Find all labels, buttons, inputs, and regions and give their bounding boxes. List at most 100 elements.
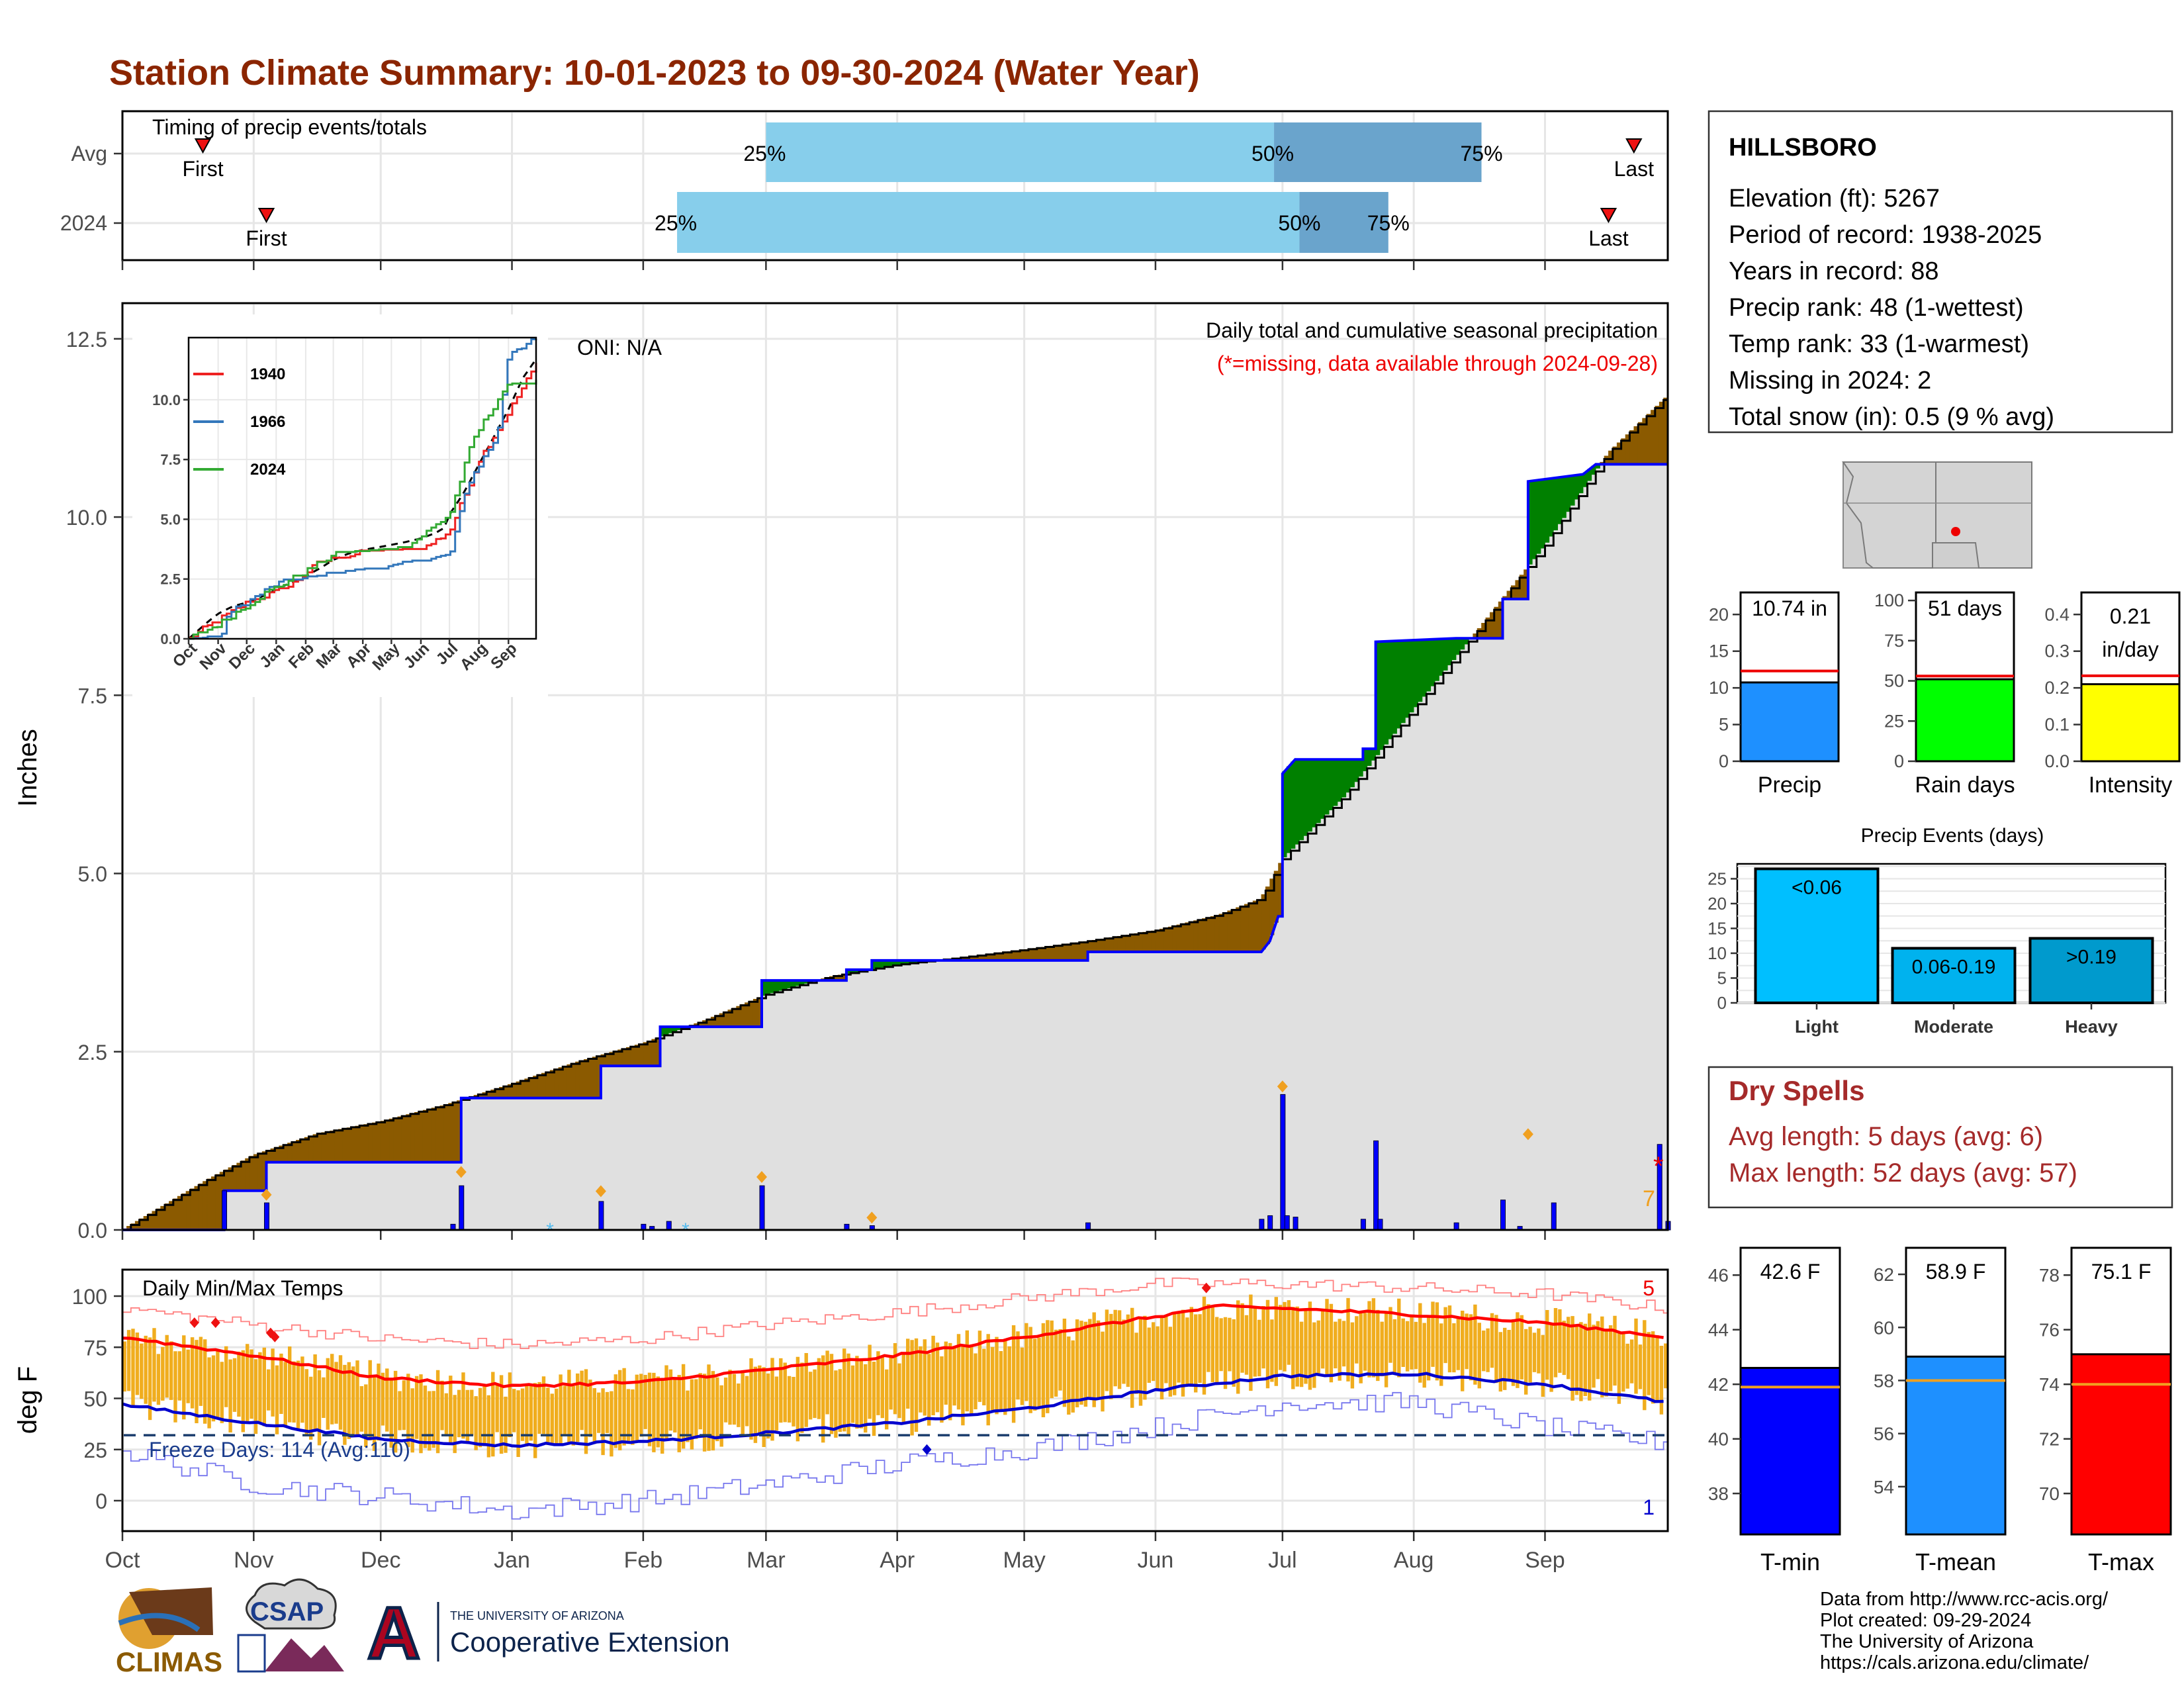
- missing-count: 7: [1643, 1186, 1655, 1211]
- temp-y-tick-label: 50: [83, 1387, 107, 1411]
- month-axis-label: Jul: [1268, 1548, 1297, 1573]
- month-axis-label: Aug: [1394, 1548, 1434, 1573]
- last-marker-icon: [1625, 138, 1643, 154]
- timing-panel: 25% 50% 75% First Last 25% 50% 75% First Last Tim…: [60, 110, 1669, 270]
- temp-stat-y-tick-label: 40: [1708, 1429, 1729, 1450]
- inset-y-tick-label: 5.0: [160, 511, 181, 528]
- inset-legend-label: 2024: [250, 461, 286, 479]
- daily-precip-bar: [1267, 1215, 1273, 1231]
- temp-stat-bar: [1739, 1366, 1841, 1536]
- average-min-line: [122, 1372, 1664, 1448]
- stat-bar: [2080, 683, 2181, 763]
- dry-spells-title: Dry Spells: [1729, 1075, 1864, 1106]
- precip-panel: * * 0.02.55.07.510.012.5 Inches ONI: N/A …: [13, 302, 1671, 1243]
- stat-y-tick-label: 50: [1884, 671, 1904, 691]
- temp-panel: 0 25 50 75 100 Daily Min/Max Temps deg F Fre…: [13, 1268, 1669, 1573]
- climas-logo-text: CLIMAS: [116, 1646, 222, 1677]
- month-axis-label: Jun: [1138, 1548, 1174, 1573]
- daily-precip-bar: [1085, 1222, 1091, 1231]
- precip-event-marker-icon: [866, 1211, 878, 1224]
- temp-stat-value-label: 58.9 F: [1926, 1260, 1986, 1284]
- record-marker-icon: [1201, 1282, 1211, 1293]
- daily-temp-bars: [122, 1294, 1668, 1458]
- inset-y-tick-label: 7.5: [160, 451, 181, 468]
- station-info-line: Period of record: 1938-2025: [1729, 221, 2042, 249]
- timing-pct-label: 75%: [1367, 211, 1410, 235]
- inset-background: [132, 314, 548, 697]
- precip-ylabel: Inches: [13, 729, 42, 807]
- timing-row-avg-label: Avg: [71, 142, 107, 165]
- events-y-tick-label: 25: [1707, 869, 1727, 889]
- precip-event-marker-icon: [756, 1171, 767, 1183]
- first-label: First: [182, 157, 223, 181]
- month-axis-label: Nov: [234, 1548, 273, 1573]
- daily-precip-bar: [598, 1201, 604, 1231]
- inset-y-tick-label: 2.5: [160, 571, 181, 588]
- average-max-line: [122, 1303, 1664, 1389]
- precip-y-tick-label: 7.5: [78, 684, 107, 708]
- stat-y-tick-label: 0.3: [2044, 641, 2070, 661]
- timing-pct-label: 25%: [655, 211, 697, 235]
- page-title: Station Climate Summary: 10-01-2023 to 0…: [109, 53, 1200, 93]
- month-axis-label: Dec: [361, 1548, 400, 1573]
- daily-precip-bar: [222, 1190, 228, 1231]
- temp-stat-bar: [1905, 1355, 2007, 1536]
- stat-value-label: 10.74 in: [1752, 596, 1827, 620]
- first-label: First: [246, 226, 287, 250]
- temp-stats: 38 40 42 44 46 42.6 F T-min 54 56 58 60 62 58.9 F T-m…: [1708, 1246, 2172, 1575]
- temp-stat-y-tick-label: 38: [1708, 1483, 1729, 1504]
- csap-cloud-icon: [246, 1578, 337, 1630]
- month-axis-label: Mar: [747, 1548, 786, 1573]
- stat-value-unit: in/day: [2102, 637, 2158, 661]
- stat-category-label: Intensity: [2089, 773, 2173, 798]
- timing-pct-label: 50%: [1251, 142, 1294, 165]
- footer-line: https://cals.arizona.edu/climate/: [1820, 1652, 2089, 1673]
- inset-legend-label: 1940: [250, 365, 285, 383]
- daily-precip-bar: [264, 1202, 270, 1231]
- inset-year-line: [189, 338, 537, 640]
- csap-mountain-icon: [265, 1638, 344, 1671]
- timing-frame: [121, 110, 1669, 261]
- events-y-tick-label: 5: [1717, 968, 1727, 988]
- month-axis-label: Apr: [880, 1548, 915, 1573]
- temp-stat-y-tick-label: 74: [2039, 1374, 2060, 1395]
- temp-stat-y-tick-label: 78: [2039, 1265, 2060, 1286]
- daily-precip-bar: [459, 1185, 465, 1231]
- precip-event-marker-icon: [455, 1166, 467, 1178]
- precip-y-tick-label: 5.0: [78, 863, 107, 886]
- event-category-label: Heavy: [2065, 1017, 2118, 1037]
- event-category-label: Moderate: [1914, 1017, 1993, 1037]
- timing-bar-50-75: [1274, 122, 1482, 182]
- temp-stat-y-tick-label: 72: [2039, 1429, 2060, 1450]
- stat-y-tick-label: 20: [1709, 604, 1729, 624]
- precip-cumulative-line: [122, 463, 1668, 1231]
- csap-bars-icon: [237, 1634, 266, 1673]
- timing-bar-25-50: [766, 122, 1275, 182]
- precip-events-panel: Precip Events (days) 0 5 10 15 20 25 <0.06 Ligh…: [1707, 825, 2167, 1037]
- timing-pct-label: 75%: [1460, 142, 1502, 165]
- station-info-frame: [1707, 110, 2173, 434]
- stat-value-label: 51 days: [1928, 596, 2002, 620]
- last-label: Last: [1614, 157, 1655, 181]
- csap-logo-text: CSAP: [250, 1597, 324, 1626]
- daily-precip-bar: [1280, 1094, 1286, 1231]
- stat-category-label: Rain days: [1915, 773, 2015, 798]
- daily-precip-bar: [1377, 1219, 1383, 1231]
- dry-spells-box: Dry Spells Avg length: 5 days (avg: 6) M…: [1707, 1066, 2173, 1209]
- ua-logo-bg: [361, 1595, 427, 1662]
- temp-stat-y-tick-label: 76: [2039, 1320, 2060, 1340]
- station-info-line: Missing in 2024: 2: [1729, 367, 1931, 395]
- stat-y-tick-label: 0: [1719, 751, 1729, 771]
- events-y-tick-label: 10: [1707, 943, 1727, 963]
- footer-line: Plot created: 09-29-2024: [1820, 1610, 2031, 1631]
- daily-precip-bar: [1551, 1202, 1557, 1231]
- dry-spells-max: Max length: 52 days (avg: 57): [1729, 1158, 2077, 1188]
- month-axis-label: Jan: [494, 1548, 530, 1573]
- ua-extension-text: Cooperative Extension: [450, 1626, 730, 1658]
- event-bin-label: 0.06-0.19: [1912, 957, 1996, 978]
- timing-pct-label: 25%: [743, 142, 786, 165]
- precip-y-tick-label: 2.5: [78, 1041, 107, 1064]
- first-marker-icon: [194, 138, 212, 154]
- csap-logo: CSAP: [237, 1578, 344, 1673]
